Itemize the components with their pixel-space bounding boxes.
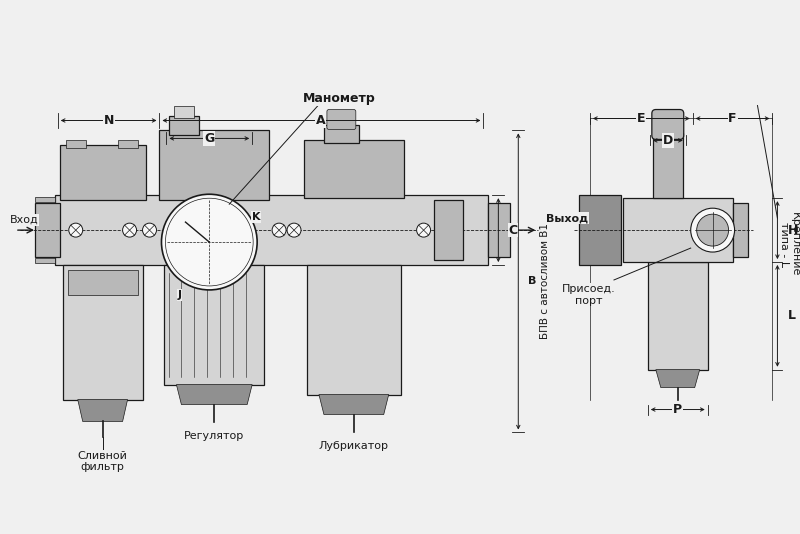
Circle shape — [142, 223, 157, 237]
Text: C: C — [508, 224, 518, 237]
Text: Манометр: Манометр — [302, 92, 375, 105]
FancyBboxPatch shape — [327, 109, 356, 129]
Circle shape — [69, 223, 82, 237]
Bar — [35, 203, 60, 257]
Bar — [733, 203, 747, 257]
Bar — [174, 106, 194, 119]
Circle shape — [122, 223, 137, 237]
Bar — [304, 140, 404, 198]
Bar — [68, 270, 138, 295]
Text: L: L — [787, 309, 795, 323]
Bar — [159, 130, 269, 200]
Polygon shape — [177, 384, 252, 405]
Circle shape — [272, 223, 286, 237]
Bar — [488, 203, 510, 257]
Text: Крепление
типа - L: Крепление типа - L — [778, 212, 800, 276]
Bar — [170, 115, 199, 136]
Bar — [165, 265, 264, 384]
Bar — [66, 140, 86, 148]
Bar — [324, 125, 359, 144]
Circle shape — [166, 198, 253, 286]
Text: P: P — [673, 403, 682, 416]
Text: Сливной
фильтр: Сливной фильтр — [78, 451, 127, 472]
Text: Вход: Вход — [10, 215, 38, 225]
Text: Лубрикатор: Лубрикатор — [319, 442, 389, 451]
Polygon shape — [656, 370, 700, 388]
Bar — [434, 200, 463, 260]
Bar — [62, 265, 142, 399]
Bar — [35, 197, 55, 202]
Text: Выход: Выход — [546, 213, 588, 223]
Circle shape — [162, 194, 257, 290]
Circle shape — [690, 208, 734, 252]
Text: K: K — [252, 212, 261, 222]
Polygon shape — [78, 399, 127, 421]
Bar — [60, 145, 146, 200]
Bar — [55, 195, 488, 265]
Text: D: D — [662, 134, 673, 147]
Text: H: H — [787, 224, 798, 237]
Circle shape — [287, 223, 301, 237]
Bar — [307, 265, 401, 395]
Text: F: F — [728, 112, 737, 125]
FancyBboxPatch shape — [652, 109, 684, 139]
Polygon shape — [319, 395, 389, 414]
Text: G: G — [204, 132, 214, 145]
Bar — [623, 198, 733, 262]
Text: БПВ с автосливом В1: БПВ с автосливом В1 — [540, 223, 550, 339]
Bar — [35, 258, 55, 263]
Circle shape — [697, 214, 729, 246]
Bar — [648, 262, 708, 370]
Bar — [579, 195, 621, 265]
Text: Регулятор: Регулятор — [184, 431, 245, 442]
Bar — [653, 134, 682, 198]
Text: J: J — [178, 290, 182, 300]
Text: N: N — [103, 114, 114, 127]
Circle shape — [417, 223, 430, 237]
Text: B: B — [528, 276, 537, 286]
Text: Присоед.
порт: Присоед. порт — [562, 284, 616, 305]
Text: E: E — [637, 112, 645, 125]
Bar — [118, 140, 138, 148]
Text: A: A — [316, 114, 326, 127]
